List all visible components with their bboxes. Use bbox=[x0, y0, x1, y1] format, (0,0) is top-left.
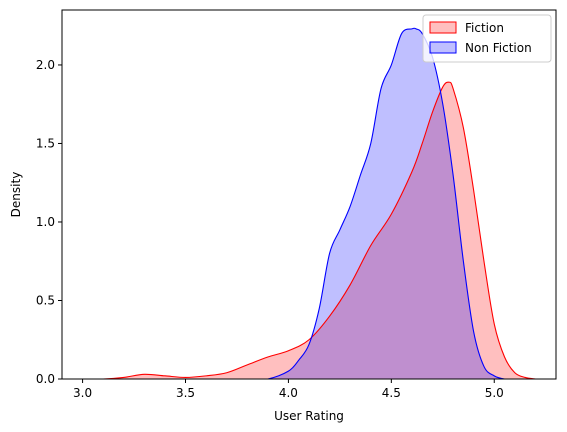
x-tick-label: 4.5 bbox=[382, 386, 401, 400]
legend-swatch bbox=[429, 21, 457, 34]
density-line-1 bbox=[247, 27, 515, 380]
y-tick-label: 0.5 bbox=[36, 293, 55, 307]
y-tick-label: 1.0 bbox=[36, 215, 55, 229]
x-axis-title: User Rating bbox=[274, 409, 344, 423]
y-tick-label: 2.0 bbox=[36, 58, 55, 72]
legend-swatch bbox=[429, 41, 457, 54]
x-tick-label: 3.0 bbox=[73, 386, 92, 400]
legend-label: Non Fiction bbox=[465, 41, 532, 55]
density-line-0 bbox=[82, 81, 536, 380]
plot-fills bbox=[82, 28, 536, 379]
y-tick-label: 0.0 bbox=[36, 372, 55, 386]
legend-label: Fiction bbox=[465, 21, 504, 35]
plot-frame bbox=[61, 9, 557, 380]
y-axis: 0.0 0.5 1.0 1.5 2.0 bbox=[36, 58, 62, 386]
x-tick-label: 3.5 bbox=[176, 386, 195, 400]
x-tick-label: 5.0 bbox=[485, 386, 504, 400]
y-tick-label: 1.5 bbox=[36, 136, 55, 150]
y-axis-title: Density bbox=[9, 172, 23, 218]
x-tick-label: 4.0 bbox=[279, 386, 298, 400]
density-area-0 bbox=[82, 82, 536, 379]
plot-lines bbox=[82, 27, 536, 380]
legend: Fiction Non Fiction bbox=[422, 14, 552, 63]
density-area-1 bbox=[247, 28, 515, 379]
legend-box bbox=[422, 14, 552, 63]
x-axis: 3.0 3.5 4.0 4.5 5.0 bbox=[73, 379, 504, 400]
